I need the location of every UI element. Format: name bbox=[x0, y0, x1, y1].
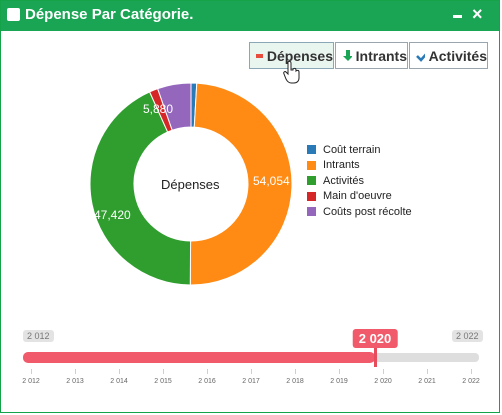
data-label-intrants: 54,054 bbox=[253, 174, 290, 188]
legend-item-main-doeuvre[interactable]: Main d'oeuvre bbox=[307, 189, 412, 205]
legend-item-activites[interactable]: Activités bbox=[307, 173, 412, 189]
slider-tick-mark bbox=[251, 369, 252, 374]
slider-tick-mark bbox=[471, 369, 472, 374]
data-label-couts-post-recolte: 5,880 bbox=[143, 102, 174, 116]
slider-tick-label: 2 021 bbox=[418, 378, 436, 385]
legend-swatch bbox=[307, 191, 316, 201]
slider-max-label: 2 022 bbox=[452, 330, 483, 342]
legend-label: Activités bbox=[323, 174, 364, 187]
slider-tick-label: 2 014 bbox=[110, 378, 128, 385]
slider-tick-label: 2 016 bbox=[198, 378, 216, 385]
slider-handle[interactable] bbox=[374, 347, 377, 367]
minimize-button[interactable] bbox=[453, 15, 462, 18]
legend-label: Coût terrain bbox=[323, 143, 381, 156]
legend-label: Coûts post récolte bbox=[323, 205, 412, 218]
donut-slice-4[interactable] bbox=[157, 82, 192, 131]
legend-item-couts-post-recolte[interactable]: Coûts post récolte bbox=[307, 204, 412, 220]
window-titlebar: Dépense Par Catégorie. × bbox=[1, 1, 499, 31]
slider-tick-mark bbox=[339, 369, 340, 374]
slider-selected-value: 2 020 bbox=[352, 329, 398, 348]
arrow-down-icon bbox=[343, 49, 352, 61]
slider-tick-label: 2 012 bbox=[22, 378, 40, 385]
tab-depenses-label: Dépenses bbox=[266, 47, 333, 64]
legend-swatch bbox=[307, 160, 316, 170]
slider-tick-mark bbox=[119, 369, 120, 374]
slider-tick-mark bbox=[75, 369, 76, 374]
slider-tick-mark bbox=[163, 369, 164, 374]
donut-slice-2[interactable] bbox=[89, 91, 192, 286]
check-icon bbox=[416, 53, 425, 62]
slider-tick-label: 2 018 bbox=[286, 378, 304, 385]
chart-legend: Coût terrain Intrants Activités Main d'o… bbox=[307, 142, 412, 220]
donut-slice-1[interactable] bbox=[189, 82, 293, 286]
tab-activites-label: Activités bbox=[428, 47, 487, 64]
slider-tick-label: 2 017 bbox=[242, 378, 260, 385]
legend-swatch bbox=[307, 207, 316, 217]
slider-tick-mark bbox=[207, 369, 208, 374]
slider-fill bbox=[23, 352, 375, 363]
slider-tick-mark bbox=[427, 369, 428, 374]
slider-tick-label: 2 013 bbox=[66, 378, 84, 385]
data-label-activites: 47,420 bbox=[94, 208, 131, 222]
legend-label: Intrants bbox=[323, 159, 360, 172]
legend-item-cout-terrain[interactable]: Coût terrain bbox=[307, 142, 412, 158]
slider-tick-mark bbox=[295, 369, 296, 374]
slider-tick-label: 2 020 bbox=[374, 378, 392, 385]
donut-center-label: Dépenses bbox=[161, 177, 220, 192]
slider-tick-mark bbox=[383, 369, 384, 374]
tab-intrants[interactable]: Intrants bbox=[335, 42, 408, 69]
legend-swatch bbox=[307, 176, 316, 186]
slider-tick-mark bbox=[31, 369, 32, 374]
close-button[interactable]: × bbox=[472, 4, 483, 24]
title-checkbox-icon bbox=[7, 8, 20, 21]
tab-intrants-label: Intrants bbox=[355, 47, 407, 64]
legend-item-intrants[interactable]: Intrants bbox=[307, 158, 412, 174]
slider-min-label: 2 012 bbox=[23, 330, 54, 342]
legend-label: Main d'oeuvre bbox=[323, 190, 392, 203]
slider-tick-label: 2 019 bbox=[330, 378, 348, 385]
tab-activites[interactable]: Activités bbox=[409, 42, 488, 69]
slider-tick-label: 2 022 bbox=[462, 378, 480, 385]
minus-icon bbox=[256, 53, 263, 58]
window-title: Dépense Par Catégorie. bbox=[25, 6, 194, 23]
legend-swatch bbox=[307, 145, 316, 155]
slider-tick-label: 2 015 bbox=[154, 378, 172, 385]
hand-cursor-icon bbox=[283, 61, 300, 84]
donut-chart bbox=[89, 82, 293, 286]
